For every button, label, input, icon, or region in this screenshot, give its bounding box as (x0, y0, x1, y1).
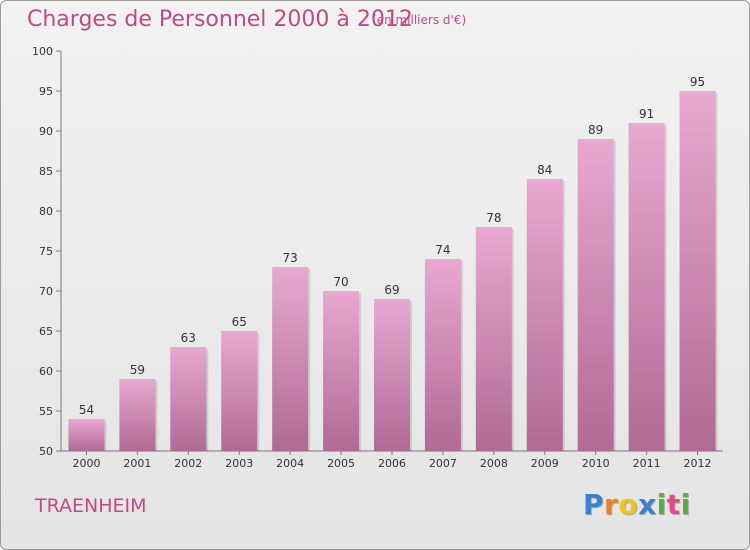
chart-subtitle: (en milliers d'€) (372, 13, 467, 27)
logo-letter: x (638, 488, 657, 521)
value-labels: 54 59 63 65 73 70 69 74 78 84 89 91 95 (79, 75, 705, 417)
y-tick-label: 80 (39, 205, 53, 218)
y-tick-label: 70 (39, 285, 53, 298)
value-label-2009: 84 (537, 163, 552, 177)
x-tick-label-2004: 2004 (276, 457, 304, 470)
chart-title: Charges de Personnel 2000 à 2012 (27, 7, 413, 32)
y-tick-label: 55 (39, 405, 53, 418)
x-tick-label-2012: 2012 (684, 457, 712, 470)
logo-letter: o (618, 488, 639, 521)
value-label-2005: 70 (333, 275, 348, 289)
value-label-2007: 74 (435, 243, 450, 257)
y-tick-label: 85 (39, 165, 53, 178)
logo-letter: i (680, 488, 691, 521)
bar-2002 (170, 347, 207, 451)
x-tick-label-2009: 2009 (531, 457, 559, 470)
value-label-2006: 69 (384, 283, 399, 297)
x-tick-label-2007: 2007 (429, 457, 457, 470)
bar-2009 (526, 179, 563, 451)
logo-letter: P (583, 488, 605, 521)
x-tick-label-2000: 2000 (72, 457, 100, 470)
bar-2003 (221, 331, 258, 451)
bar-2001 (119, 379, 156, 451)
proxiti-logo[interactable]: Proxiti (583, 488, 691, 521)
bar-2007 (424, 259, 461, 451)
x-tick-label-2008: 2008 (480, 457, 508, 470)
value-label-2008: 78 (486, 211, 501, 225)
bar-2004 (272, 267, 309, 451)
value-label-2004: 73 (283, 251, 298, 265)
value-label-2002: 63 (181, 331, 196, 345)
x-tick-label-2011: 2011 (633, 457, 661, 470)
x-tick-label-2006: 2006 (378, 457, 406, 470)
logo-letter: r (604, 488, 619, 521)
y-ticks: 50 55 60 65 70 75 80 85 90 95 100 (32, 45, 61, 458)
y-tick-label: 65 (39, 325, 53, 338)
x-tick-label-2005: 2005 (327, 457, 355, 470)
value-label-2003: 65 (232, 315, 247, 329)
bar-2011 (628, 123, 665, 451)
bar-2006 (374, 299, 410, 451)
y-tick-label: 100 (32, 45, 53, 58)
y-tick-label: 90 (39, 125, 53, 138)
y-tick-label: 50 (39, 445, 53, 458)
bar-2012 (679, 91, 716, 451)
x-tick-label-2001: 2001 (123, 457, 151, 470)
logo-letter: t (666, 488, 681, 521)
logo-letter: i (656, 488, 667, 521)
x-tick-label-2002: 2002 (174, 457, 202, 470)
bars (68, 91, 718, 451)
bar-2010 (577, 139, 614, 451)
bar-2000 (68, 419, 105, 451)
x-tick-label-2010: 2010 (582, 457, 610, 470)
town-name: TRAENHEIM (35, 495, 147, 517)
y-tick-label: 95 (39, 85, 53, 98)
value-label-2000: 54 (79, 403, 94, 417)
value-label-2012: 95 (690, 75, 705, 89)
y-tick-label: 60 (39, 365, 53, 378)
x-tick-labels: 2000 2001 2002 2003 2004 2005 2006 2007 2008 2009… (72, 451, 712, 470)
x-tick-label-2003: 2003 (225, 457, 253, 470)
value-label-2011: 91 (639, 107, 654, 121)
bar-2008 (475, 227, 512, 451)
bar-2005 (323, 291, 360, 451)
y-tick-label: 75 (39, 245, 53, 258)
value-label-2010: 89 (588, 123, 603, 137)
value-label-2001: 59 (130, 363, 145, 377)
